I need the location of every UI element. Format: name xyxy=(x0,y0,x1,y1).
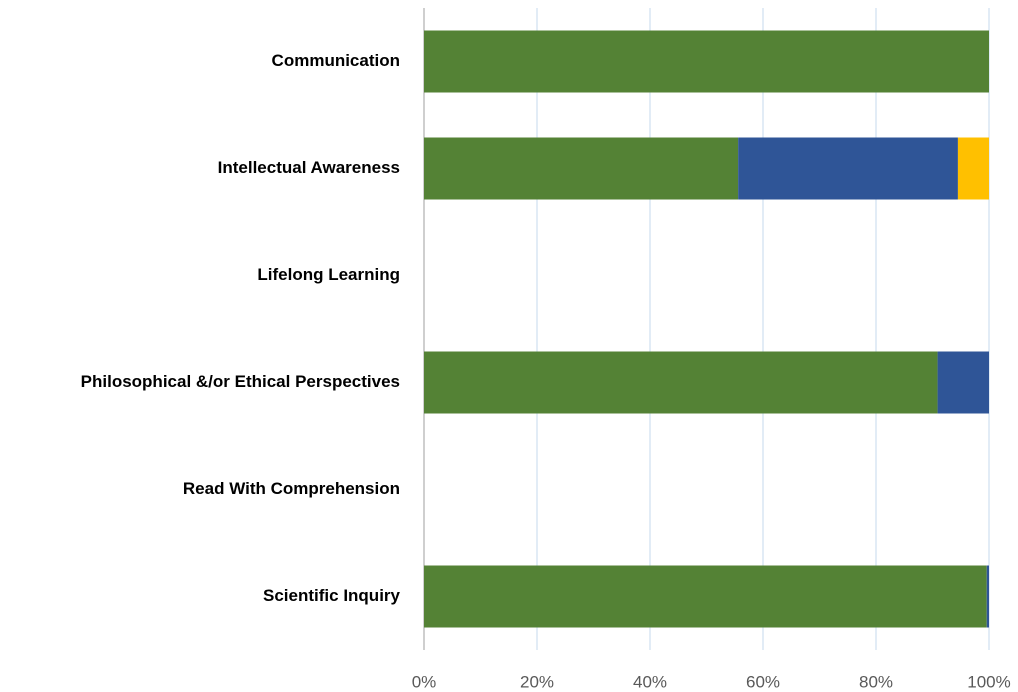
category-label: Scientific Inquiry xyxy=(263,586,401,605)
x-tick-label: 60% xyxy=(746,672,780,691)
category-label: Intellectual Awareness xyxy=(218,158,400,177)
bar-segment xyxy=(937,351,989,414)
category-label: Lifelong Learning xyxy=(257,265,400,284)
x-tick-label: 0% xyxy=(412,672,437,691)
bar-segment xyxy=(986,565,989,628)
x-tick-label: 20% xyxy=(520,672,554,691)
bar-segment xyxy=(957,137,989,200)
x-tick-label: 40% xyxy=(633,672,667,691)
bar-segment xyxy=(424,30,989,93)
category-label: Philosophical &/or Ethical Perspectives xyxy=(81,372,400,391)
bar-segment xyxy=(738,137,958,200)
bar-segment xyxy=(424,137,739,200)
category-label: Read With Comprehension xyxy=(183,479,400,498)
x-tick-label: 80% xyxy=(859,672,893,691)
x-tick-label: 100% xyxy=(967,672,1010,691)
bar-segment xyxy=(424,565,987,628)
category-label: Communication xyxy=(272,51,400,70)
bar-segment xyxy=(424,351,938,414)
